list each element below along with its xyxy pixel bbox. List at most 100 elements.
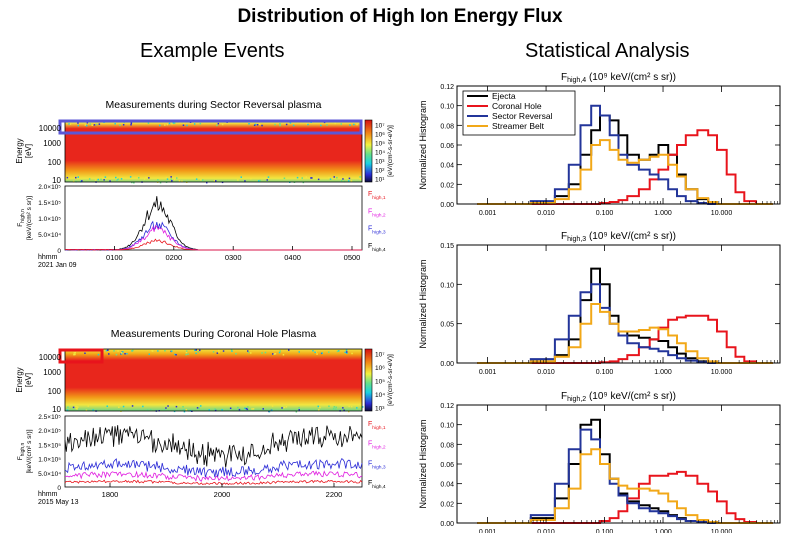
spectrogram-speckle xyxy=(116,178,118,181)
event-date: 2021 Jan 09 xyxy=(38,262,77,269)
spectrogram-speckle xyxy=(218,351,220,353)
x-tick-label: 0.100 xyxy=(596,210,614,217)
histogram-title: Fhigh,3 (10⁹ keV/(cm² s sr)) xyxy=(561,231,676,243)
spectrogram-speckle xyxy=(130,124,132,126)
spectrogram-speckle xyxy=(75,176,77,179)
spectrogram-speckle xyxy=(95,123,98,126)
energy-tick-label: 10 xyxy=(52,405,61,414)
flux-series-2 xyxy=(64,457,363,478)
spectrogram-speckle xyxy=(279,124,281,127)
spectrogram-speckle xyxy=(142,405,144,408)
histogram-ylabel: Normalized Histogram xyxy=(418,100,428,189)
colorbar-tick-label: 10⁴ xyxy=(375,392,385,399)
spectrogram-speckle xyxy=(182,409,185,411)
y-tick-label: 0.06 xyxy=(440,143,454,150)
spectrogram-speckle xyxy=(196,407,199,409)
spectrogram-speckle xyxy=(292,124,295,127)
legend-label: Coronal Hole xyxy=(492,101,542,111)
x-tick-label: 0.001 xyxy=(479,210,497,217)
spectrogram-speckle xyxy=(72,180,75,183)
spectrogram-speckle xyxy=(186,350,188,352)
spectrogram-speckle xyxy=(185,409,188,411)
spectrogram-speckle xyxy=(114,123,116,125)
spectrogram-speckle xyxy=(296,176,299,179)
flux-axis-unit: [keV/(cm² s sr)] xyxy=(26,429,33,473)
spectrogram-speckle xyxy=(356,123,358,126)
spectrogram-speckle xyxy=(69,123,72,125)
spectrogram-speckle xyxy=(195,352,197,355)
spectrogram-speckle xyxy=(85,409,88,411)
time-tick-label: 0400 xyxy=(284,253,301,262)
spectrogram-speckle xyxy=(181,180,183,182)
spectrogram-speckle xyxy=(248,123,250,125)
spectrogram-speckle xyxy=(214,408,216,410)
spectrogram-speckle xyxy=(200,179,202,181)
spectrogram-speckle xyxy=(307,123,309,126)
flux-tick-label: 2.0×10⁵ xyxy=(38,184,61,191)
energy-tick-label: 100 xyxy=(48,387,62,396)
energy-axis-label: Energy xyxy=(15,367,24,392)
spectrogram-speckle xyxy=(250,352,252,354)
flux-axis-label: Fhigh,n xyxy=(17,442,26,460)
spectrogram-speckle xyxy=(320,124,322,127)
spectrogram-speckle xyxy=(84,124,87,126)
histogram-series-ejecta xyxy=(477,418,773,524)
spectrogram-speckle xyxy=(176,177,178,179)
spectrogram-speckle xyxy=(271,409,273,412)
energy-tick-label: 1000 xyxy=(43,139,61,148)
flux-axis-label: Fhigh,n xyxy=(17,209,26,227)
spectrogram-speckle xyxy=(317,405,319,408)
spectrogram-speckle xyxy=(68,123,70,125)
right-heading: Statistical Analysis xyxy=(525,40,690,62)
colorbar-tick-label: 10³ xyxy=(375,406,385,413)
y-tick-label: 0.08 xyxy=(440,123,454,130)
spectrogram-speckle xyxy=(247,406,249,408)
spectrogram-speckle xyxy=(353,123,355,126)
time-tick-label: 2000 xyxy=(214,490,231,499)
spectrogram-speckle xyxy=(336,176,338,179)
spectrogram-speckle xyxy=(338,350,340,352)
flux-tick-label: 1.5×10⁵ xyxy=(38,442,61,449)
spectrogram-speckle xyxy=(199,122,202,125)
spectrogram-speckle xyxy=(89,123,91,125)
spectrogram-speckle xyxy=(318,409,320,411)
spectrogram-speckle xyxy=(259,123,261,125)
spectrogram-speckle xyxy=(129,176,132,178)
spectrogram-speckle xyxy=(100,178,102,181)
spectrogram-speckle xyxy=(229,407,232,409)
flux-legend-label: Fhigh,1 xyxy=(368,421,386,431)
energy-tick-label: 10000 xyxy=(39,353,62,362)
x-tick-label: 0.001 xyxy=(479,529,497,533)
spectrogram-speckle xyxy=(281,407,283,409)
spectrogram-speckle xyxy=(166,178,169,180)
colorbar-tick-label: 10⁶ xyxy=(375,365,385,372)
flux-series-3 xyxy=(64,470,363,482)
histogram-panel-3: Fhigh,2 (10⁹ keV/(cm² s sr)) Normalized H… xyxy=(418,391,781,533)
spectrogram-speckle xyxy=(267,176,270,178)
spectrogram-speckle xyxy=(77,124,79,127)
spectrogram-speckle xyxy=(333,176,335,178)
flux-legend-label: Fhigh,2 xyxy=(368,441,386,451)
spectrogram-speckle xyxy=(182,406,184,408)
spectrogram-speckle xyxy=(208,409,210,411)
spectrogram-speckle xyxy=(356,407,358,409)
spectrogram-speckle xyxy=(187,353,189,355)
spectrogram-speckle xyxy=(75,405,77,408)
spectrogram-speckle xyxy=(117,178,120,180)
spectrogram-speckle xyxy=(283,406,286,409)
spectrogram-speckle xyxy=(122,351,124,353)
time-header: hhmm xyxy=(38,254,58,261)
colorbar-tick-label: 10¹ xyxy=(375,177,385,184)
spectrogram-speckle xyxy=(150,408,152,411)
flux-legend-label: Fhigh,4 xyxy=(368,480,386,490)
spectrogram-speckle xyxy=(175,405,178,408)
spectrogram-speckle xyxy=(310,177,312,179)
spectrogram-speckle xyxy=(131,181,133,184)
flux-legend-label: Fhigh,3 xyxy=(368,226,386,236)
spectrogram-speckle xyxy=(151,350,154,352)
spectrogram-speckle xyxy=(305,176,307,178)
event-panel-2: Measurements During Coronal Hole Plasma 1… xyxy=(15,328,394,506)
time-tick-label: 0300 xyxy=(225,253,242,262)
y-tick-label: 0.10 xyxy=(440,423,454,430)
